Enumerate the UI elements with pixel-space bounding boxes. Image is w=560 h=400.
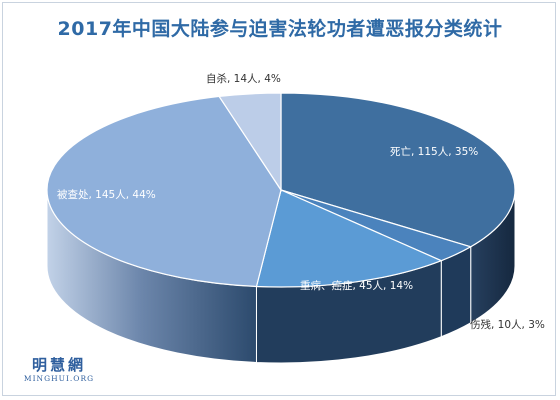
logo-main-text: 明慧網	[31, 356, 86, 374]
minghui-logo: 明慧網 MINGHUI.ORG	[14, 354, 104, 383]
pie-side-2	[440, 245, 472, 338]
logo-sub-text: MINGHUI.ORG	[23, 374, 95, 383]
slice-label-4: 被查处, 145人, 44%	[57, 188, 156, 201]
pie-slice-5	[218, 92, 282, 192]
pie-slice-3	[255, 189, 443, 288]
pie-top	[46, 92, 516, 288]
slice-label-5: 自杀, 14人, 4%	[206, 72, 281, 85]
pie-labels: 死亡, 115人, 35% 伤残, 10人, 3% 重病、癌症, 45人, 14% 被…	[57, 72, 545, 331]
slice-label-3: 重病、癌症, 45人, 14%	[300, 279, 413, 292]
pie-slice-4	[46, 95, 282, 288]
pie-slice-1	[280, 92, 516, 248]
slice-label-1: 死亡, 115人, 35%	[390, 145, 478, 158]
slice-label-2: 伤残, 10人, 3%	[470, 318, 545, 331]
chart-title: 2017年中国大陆参与迫害法轮功者遭恶报分类统计	[57, 18, 503, 40]
